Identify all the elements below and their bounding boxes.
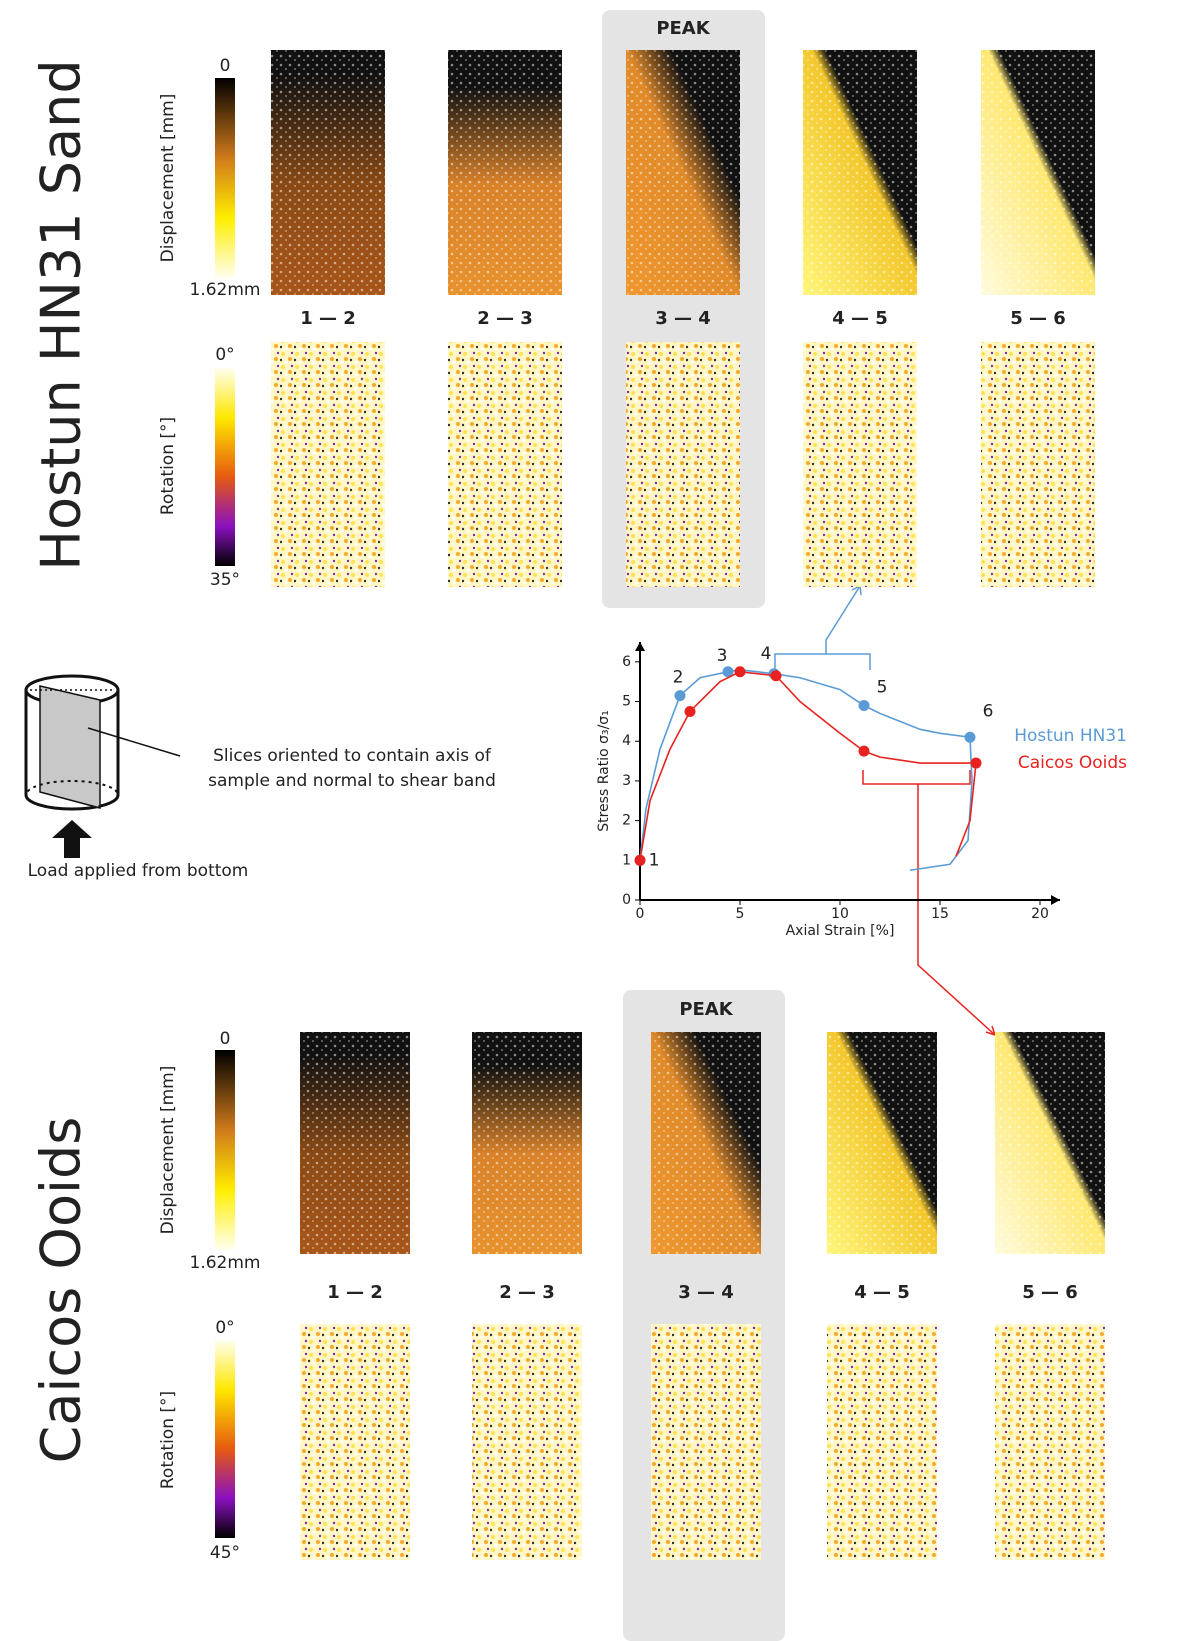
x-tick-label: 20	[1031, 906, 1049, 922]
annotation: Slices oriented to contain axis of	[213, 746, 492, 766]
colorbar-label: 45°	[210, 1543, 240, 1563]
legend-entry: Hostun HN31	[1014, 726, 1127, 746]
stage-marker	[674, 690, 686, 702]
y-tick-label: 5	[622, 694, 631, 710]
peak-label: PEAK	[679, 999, 733, 1020]
colorbar-label: 0	[220, 56, 231, 76]
colorbar	[215, 1050, 235, 1250]
y-tick-label: 1	[622, 852, 631, 868]
stage-label: 1	[649, 850, 660, 870]
colorbar-title: Displacement [mm]	[158, 1066, 178, 1235]
peak-label: PEAK	[656, 18, 710, 39]
y-tick-label: 0	[622, 892, 631, 908]
slice-texture	[300, 1032, 410, 1254]
axis	[639, 642, 1060, 901]
stage-label: 2	[673, 668, 684, 688]
rotation-slice	[803, 342, 917, 587]
slice-texture	[626, 50, 740, 295]
stage-label: 4	[761, 644, 772, 664]
slice-texture	[651, 1032, 761, 1254]
material-title: Caicos Ooids	[30, 1117, 93, 1464]
colorbar-title: Rotation [°]	[158, 417, 178, 515]
x-axis-title: Axial Strain [%]	[786, 923, 895, 939]
y-tick-label: 3	[622, 773, 631, 789]
colorbar	[215, 1340, 235, 1538]
slice-texture	[271, 50, 385, 295]
x-tick-label: 15	[931, 906, 949, 922]
material-title: Hostun HN31 Sand	[30, 59, 93, 570]
colorbar-label: 0°	[215, 345, 234, 365]
stage-marker	[858, 700, 870, 712]
legend-entry: Caicos Ooids	[1018, 753, 1127, 773]
stage-label: 3	[717, 646, 728, 666]
sample-schematic	[24, 674, 181, 858]
y-tick-label: 6	[622, 654, 631, 670]
x-tick-label: 0	[636, 906, 645, 922]
increment-label: 1 — 2	[327, 1282, 383, 1303]
increment-label: 3 — 4	[678, 1282, 734, 1303]
colorbar-label: 35°	[210, 570, 240, 590]
rotation-slice	[626, 342, 740, 587]
axis-arrow	[635, 642, 1060, 905]
y-axis-title: Stress Ratio σ₃/σ₁	[596, 710, 612, 832]
colorbar-label: 0	[220, 1029, 231, 1049]
rotation-slice	[651, 1324, 761, 1560]
rotation-slice	[995, 1324, 1105, 1560]
slice-texture	[827, 1032, 937, 1254]
stage-marker	[634, 854, 646, 866]
increment-label: 1 — 2	[300, 308, 356, 329]
stage-marker	[970, 757, 982, 769]
stage-label: 5	[877, 678, 888, 698]
annotation: sample and normal to shear band	[208, 771, 496, 791]
series-line	[639, 668, 973, 872]
colorbar-label: 0°	[215, 1318, 234, 1338]
series-line	[639, 670, 977, 861]
colorbar	[215, 78, 235, 278]
colorbar-label: 1.62mm	[190, 280, 261, 300]
connector	[774, 585, 996, 1036]
stage-marker	[734, 666, 746, 678]
increment-label: 2 — 3	[499, 1282, 555, 1303]
stage-marker	[858, 745, 870, 757]
colorbar-title: Displacement [mm]	[158, 94, 178, 263]
increment-label: 2 — 3	[477, 308, 533, 329]
x-tick-label: 5	[736, 906, 745, 922]
increment-label: 4 — 5	[832, 308, 888, 329]
stage-marker	[964, 731, 976, 743]
rotation-slice	[981, 342, 1095, 587]
increment-label: 4 — 5	[854, 1282, 910, 1303]
x-tick-label: 10	[831, 906, 849, 922]
colorbar	[215, 368, 235, 566]
stage-label: 6	[983, 701, 994, 721]
slice-texture	[472, 1032, 582, 1254]
slice-texture	[981, 50, 1095, 295]
increment-label: 3 — 4	[655, 308, 711, 329]
slice-texture	[995, 1032, 1105, 1254]
y-tick-label: 2	[622, 813, 631, 829]
colorbar-label: 1.62mm	[190, 1253, 261, 1273]
stage-marker	[770, 670, 782, 682]
slice-texture	[803, 50, 917, 295]
colorbar-title: Rotation [°]	[158, 1391, 178, 1489]
stage-marker	[684, 705, 696, 717]
y-tick-label: 4	[622, 733, 631, 749]
increment-label: 5 — 6	[1010, 308, 1066, 329]
slice-texture	[448, 50, 562, 295]
increment-label: 5 — 6	[1022, 1282, 1078, 1303]
rotation-slice	[827, 1324, 937, 1560]
stage-marker	[722, 666, 734, 678]
rotation-slice	[300, 1324, 410, 1560]
rotation-slice	[448, 342, 562, 587]
rotation-slice	[472, 1324, 582, 1560]
rotation-slice	[271, 342, 385, 587]
annotation: Load applied from bottom	[28, 861, 249, 881]
